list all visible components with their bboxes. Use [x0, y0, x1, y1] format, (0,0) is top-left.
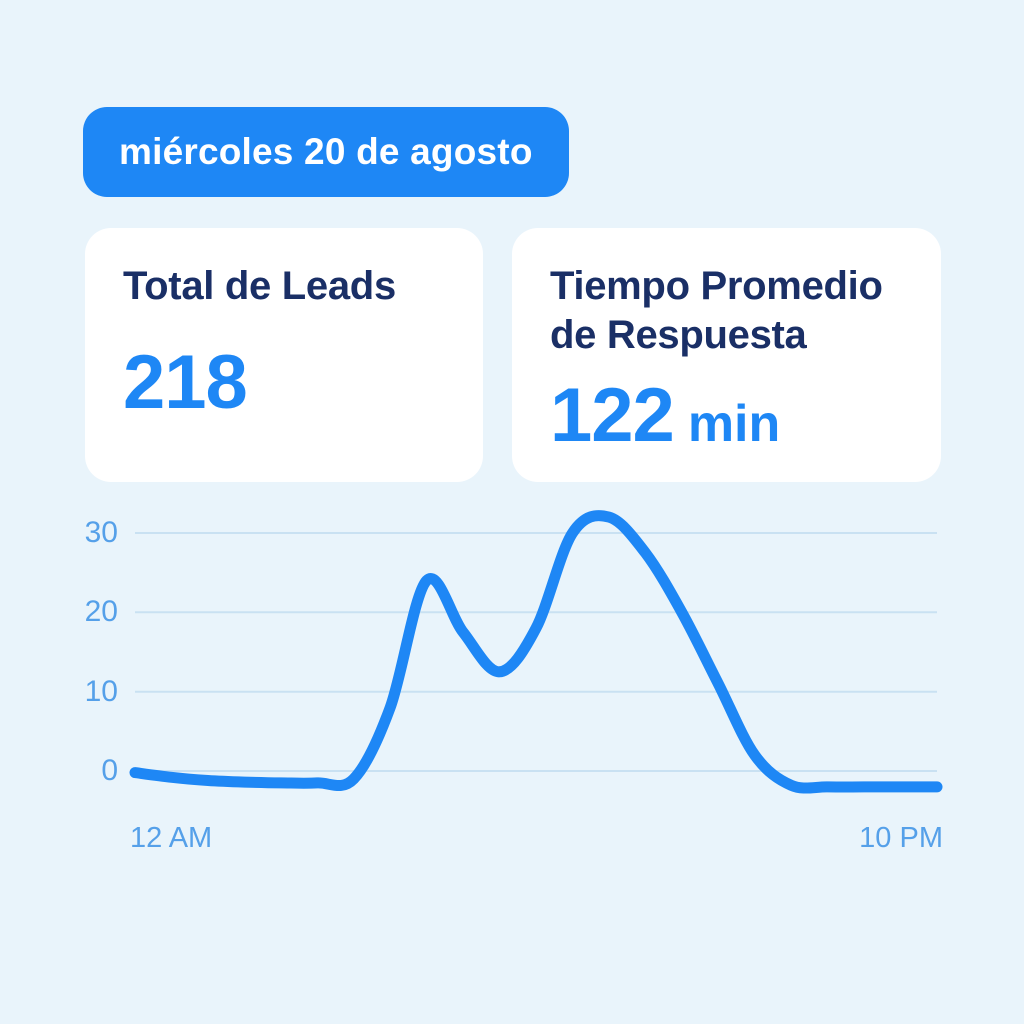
date-badge-label: miércoles 20 de agosto	[119, 131, 533, 172]
total-leads-value: 218	[123, 340, 248, 425]
y-axis-label-30: 30	[84, 516, 118, 549]
response-time-card: Tiempo Promedio de Respuesta 122 min	[512, 228, 941, 482]
y-axis-label-20: 20	[84, 595, 118, 628]
response-time-value: 122	[550, 373, 675, 458]
total-leads-card: Total de Leads 218	[85, 228, 483, 482]
y-axis-label-10: 10	[84, 675, 118, 708]
response-time-unit: min	[687, 395, 781, 453]
leads-series-line	[129, 510, 943, 794]
date-badge[interactable]: miércoles 20 de agosto	[83, 107, 569, 197]
chart-svg	[129, 510, 943, 794]
response-time-title: Tiempo Promedio de Respuesta	[550, 264, 883, 357]
x-axis-label-start: 12 AM	[130, 822, 213, 854]
y-axis-label-0: 0	[101, 754, 118, 787]
leads-line-chart: 0 10 20 30 12 AM 10 PM	[0, 480, 1024, 900]
x-axis-label-end: 10 PM	[859, 822, 943, 854]
total-leads-title: Total de Leads	[123, 264, 396, 308]
